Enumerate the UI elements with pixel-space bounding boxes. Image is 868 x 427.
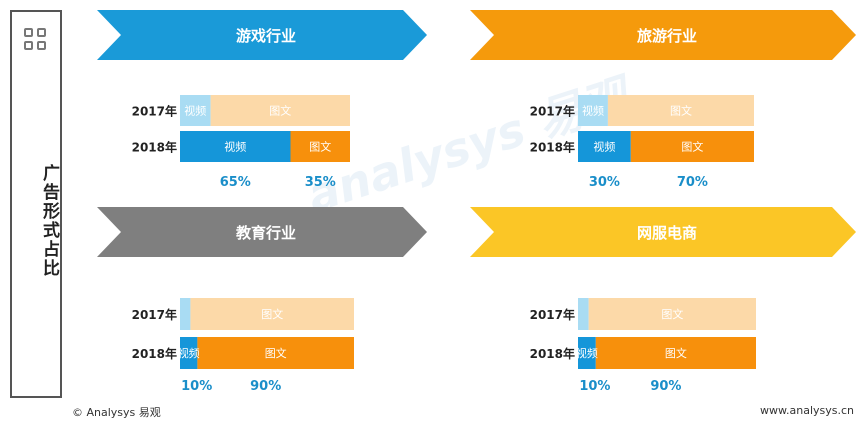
bar-video: [578, 131, 631, 162]
bar-text-label: 图文: [265, 346, 287, 360]
year-label: 2017年: [530, 307, 575, 322]
banner-chevron: [470, 10, 856, 60]
pct-label-video: 10%: [181, 379, 212, 394]
bar-video: [578, 337, 596, 369]
pct-label-video: 30%: [589, 175, 620, 190]
year-label: 2018年: [132, 140, 177, 155]
banner-title: 网服电商: [637, 224, 697, 242]
pct-label-text: 70%: [677, 175, 708, 190]
bar-text: [290, 131, 350, 162]
sidebar-box: 广告形式占比: [10, 10, 62, 398]
bar-video-label: 视频: [576, 346, 598, 360]
bar-text: [197, 337, 354, 369]
bar-text: [588, 298, 756, 330]
sidebar-title: 广告形式占比: [39, 164, 59, 278]
bar-text-label: 图文: [309, 140, 331, 154]
bar-text-label: 图文: [269, 104, 291, 118]
year-label: 2018年: [530, 346, 575, 361]
bar-video: [578, 95, 608, 126]
bar-video-label: 视频: [224, 140, 246, 154]
bar-text-label: 图文: [670, 104, 692, 118]
bar-text-label: 图文: [261, 307, 283, 321]
year-label: 2017年: [530, 104, 575, 119]
banner-title: 游戏行业: [236, 27, 296, 45]
bar-text-label: 图文: [661, 307, 683, 321]
banner-chevron: [97, 207, 427, 257]
bar-text: [595, 337, 756, 369]
year-label: 2017年: [132, 307, 177, 322]
banner-title: 教育行业: [235, 224, 296, 242]
bar-text: [190, 298, 354, 330]
banner-chevron: [470, 207, 856, 257]
year-label: 2018年: [132, 346, 177, 361]
bar-video: [180, 95, 211, 126]
bar-video-label: 视频: [582, 104, 604, 118]
bar-video: [180, 298, 191, 330]
bar-video-label: 视频: [178, 346, 200, 360]
pct-label-text: 90%: [250, 379, 281, 394]
bar-text: [210, 95, 350, 126]
banner-chevron: [97, 10, 427, 60]
footer-copyright: © Analysys 易观: [72, 406, 161, 419]
bar-text: [607, 95, 754, 126]
bar-video: [180, 131, 291, 162]
bar-video: [180, 337, 198, 369]
bar-video-label: 视频: [593, 140, 615, 154]
footer-url: www.analysys.cn: [760, 404, 854, 417]
bar-text: [630, 131, 754, 162]
grid-icon: [24, 28, 50, 54]
bar-text-label: 图文: [665, 346, 687, 360]
year-label: 2017年: [132, 104, 177, 119]
banner-title: 旅游行业: [637, 27, 697, 45]
bar-video-label: 视频: [184, 104, 206, 118]
bar-text-label: 图文: [681, 140, 703, 154]
pct-label-text: 35%: [305, 175, 336, 190]
year-label: 2018年: [530, 140, 575, 155]
bar-video: [578, 298, 589, 330]
pct-label-video: 10%: [579, 379, 610, 394]
pct-label-video: 65%: [220, 175, 251, 190]
pct-label-text: 90%: [650, 379, 681, 394]
